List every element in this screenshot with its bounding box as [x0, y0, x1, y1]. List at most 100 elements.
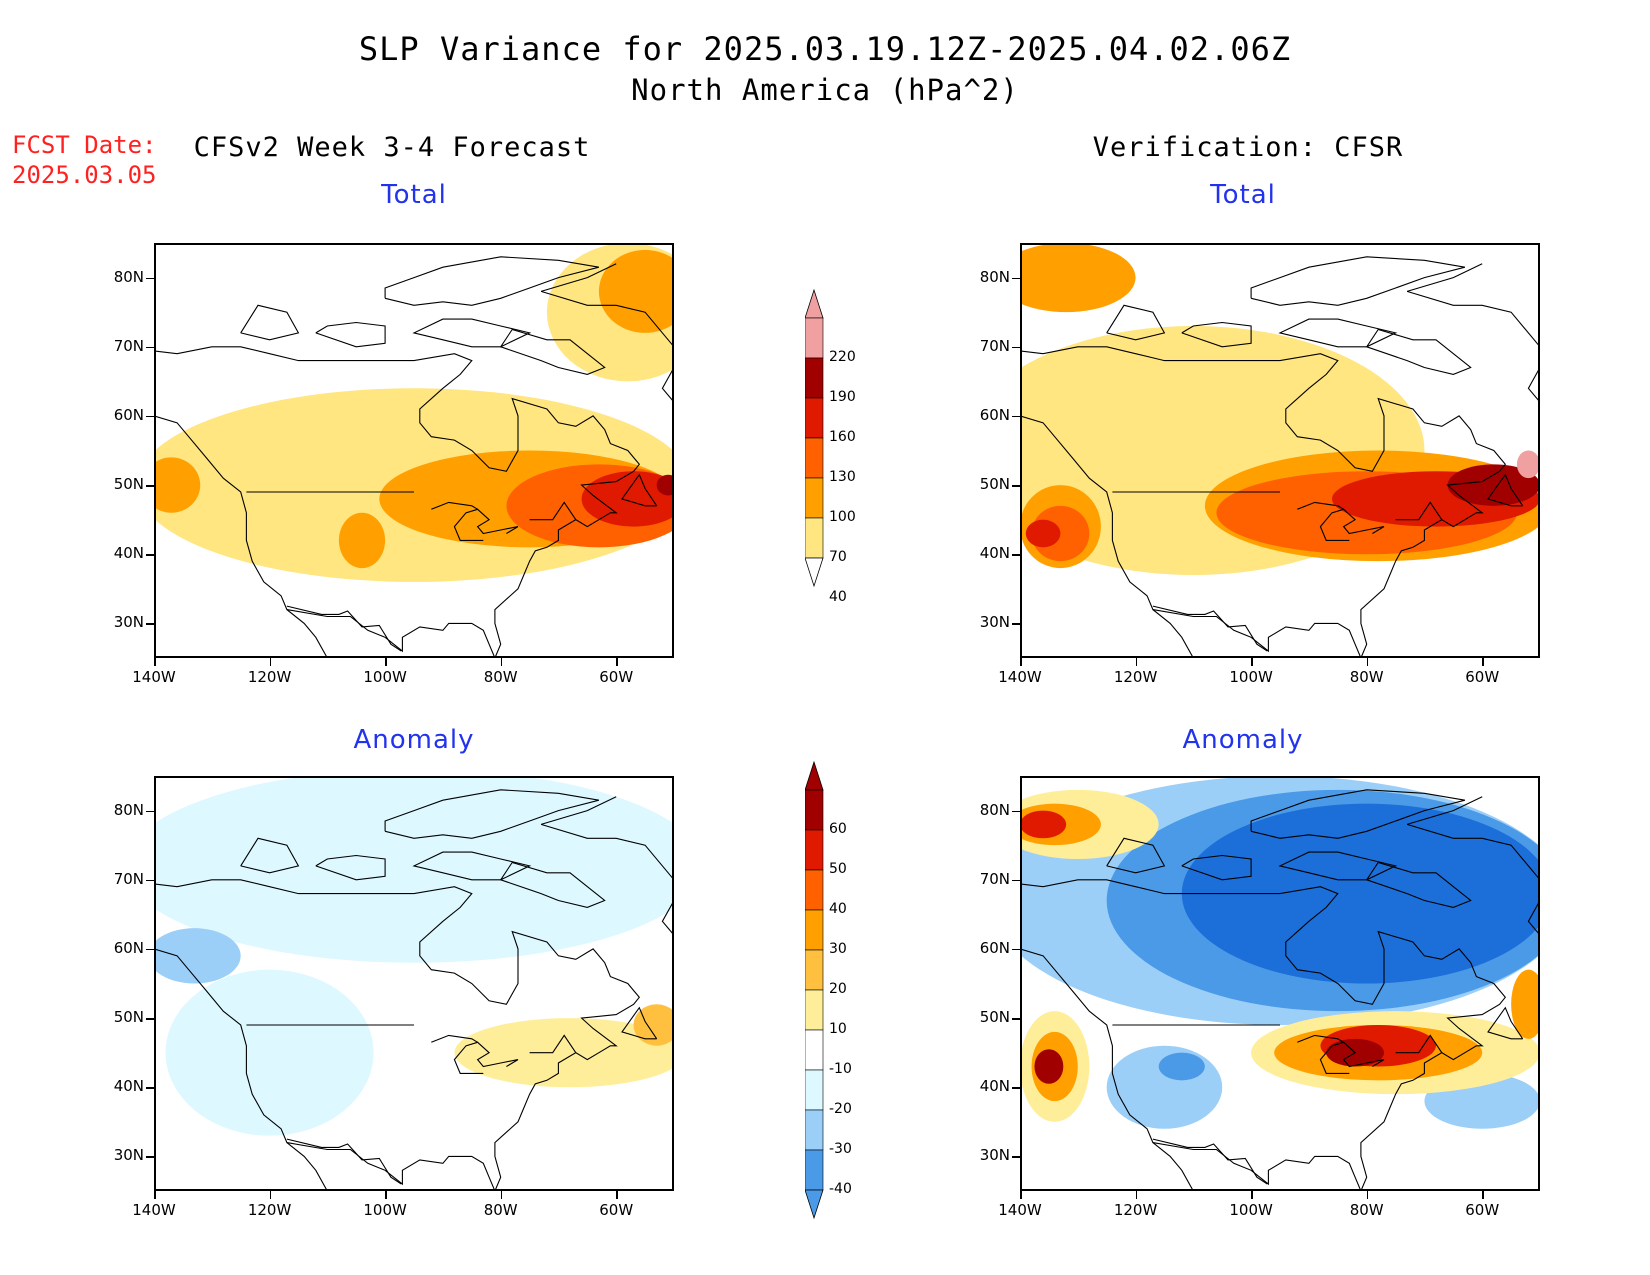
colorbar-swatch: [805, 789, 824, 831]
coastline: [1152, 605, 1268, 652]
coastline: [1106, 837, 1166, 874]
coastline: [540, 263, 617, 292]
contour-region: [1447, 464, 1540, 506]
colorbar-level-label: 190: [829, 389, 856, 405]
coastline: [154, 948, 328, 1191]
coastline: [240, 304, 300, 341]
latitude-tick-label: 40N: [113, 544, 144, 563]
contour-region: [1181, 803, 1540, 984]
latitude-tick-label: 40N: [113, 1077, 144, 1096]
map-svg: [154, 776, 674, 1191]
colorbar-arrow-bottom: [805, 1189, 824, 1220]
longitude-tick: [500, 1191, 503, 1199]
coastline: [1250, 789, 1466, 839]
colorbar-level-label: -30: [829, 1141, 852, 1157]
coastline: [1395, 1034, 1443, 1054]
coastline: [621, 1006, 658, 1040]
latitude-tick: [146, 277, 154, 280]
colorbar-swatch: [805, 909, 824, 951]
longitude-tick-label: 120W: [247, 668, 292, 686]
verification-anomaly-title: Anomaly: [1182, 725, 1304, 755]
longitude-tick-label: 80W: [483, 1201, 518, 1219]
contour-region: [154, 776, 674, 963]
figure-subtitle: North America (hPa^2): [631, 73, 1019, 107]
colorbar-arrow-top: [805, 760, 824, 791]
longitude-tick: [1135, 658, 1138, 666]
latitude-tick: [1012, 879, 1020, 882]
coastline: [1152, 1142, 1362, 1191]
longitude-tick-label: 60W: [1465, 668, 1500, 686]
coastline: [1365, 861, 1472, 908]
coastline: [499, 861, 606, 908]
latitude-tick-label: 60N: [113, 405, 144, 424]
contour-region: [1158, 1052, 1205, 1081]
coastline: [431, 501, 478, 510]
coastline: [1152, 1138, 1268, 1185]
contour-region: [1020, 810, 1067, 839]
coastline: [1020, 415, 1194, 658]
longitude-tick: [154, 1191, 156, 1199]
colorbar-level-label: 40: [829, 589, 847, 605]
contour-region: [1034, 1049, 1064, 1084]
coastline: [286, 1138, 402, 1185]
longitude-tick-label: 80W: [1349, 1201, 1384, 1219]
longitude-tick-label: 100W: [1229, 1201, 1273, 1219]
colorbar-arrow-top: [805, 288, 824, 319]
coastline: [315, 854, 386, 881]
colorbar-swatch: [805, 1029, 824, 1071]
latitude-tick-label: 70N: [979, 869, 1010, 888]
forecast-total-map: [154, 243, 674, 658]
latitude-tick-label: 40N: [979, 1077, 1010, 1096]
colorbar-level-label: 220: [829, 349, 856, 365]
latitude-tick-label: 80N: [979, 800, 1010, 819]
latitude-tick-label: 30N: [113, 613, 144, 632]
coastline: [540, 290, 674, 403]
coastline: [154, 879, 641, 1191]
coastline: [453, 508, 519, 541]
colorbar-level-label: 160: [829, 429, 856, 445]
longitude-tick: [269, 658, 272, 666]
longitude-tick: [1482, 1191, 1484, 1199]
colorbar-level-label: -10: [829, 1061, 852, 1077]
coastline: [1106, 304, 1166, 341]
latitude-tick: [146, 879, 154, 882]
colorbar-swatch: [805, 477, 824, 519]
coastline: [315, 321, 386, 348]
latitude-tick: [1012, 346, 1020, 349]
latitude-tick-label: 80N: [113, 800, 144, 819]
coastline: [529, 1034, 577, 1054]
latitude-tick-label: 50N: [113, 475, 144, 494]
longitude-tick: [616, 1191, 618, 1199]
latitude-tick: [1012, 810, 1020, 813]
longitude-tick-label: 120W: [247, 1201, 292, 1219]
coastline: [540, 796, 617, 825]
colorbar-level-label: 130: [829, 469, 856, 485]
latitude-tick-label: 70N: [113, 336, 144, 355]
latitude-tick-label: 80N: [979, 267, 1010, 286]
map-svg: [1020, 243, 1540, 658]
colorbar-swatch: [805, 517, 824, 559]
coastline: [1278, 318, 1398, 348]
latitude-tick: [146, 623, 154, 625]
contour-region: [338, 512, 386, 569]
colorbar-swatch: [805, 1069, 824, 1111]
longitude-tick-label: 60W: [1465, 1201, 1500, 1219]
coastline: [1406, 823, 1540, 936]
longitude-tick-label: 60W: [599, 1201, 634, 1219]
figure-title: SLP Variance for 2025.03.19.12Z-2025.04.…: [358, 30, 1292, 68]
verification-column-heading: Verification: CFSR: [1092, 132, 1404, 163]
latitude-tick-label: 60N: [113, 938, 144, 957]
coastline: [1152, 609, 1362, 658]
forecast-date-value: 2025.03.05: [12, 161, 157, 189]
longitude-tick-label: 80W: [483, 668, 518, 686]
latitude-tick: [1012, 1018, 1020, 1020]
coastline: [384, 256, 600, 306]
latitude-tick: [1012, 485, 1020, 487]
coastline: [529, 501, 577, 521]
coastline: [1406, 796, 1483, 825]
colorbar-swatch: [805, 397, 824, 439]
longitude-tick-label: 60W: [599, 668, 634, 686]
coastline: [1278, 851, 1398, 881]
coastline: [286, 609, 496, 658]
colorbar-level-label: 30: [829, 941, 847, 957]
